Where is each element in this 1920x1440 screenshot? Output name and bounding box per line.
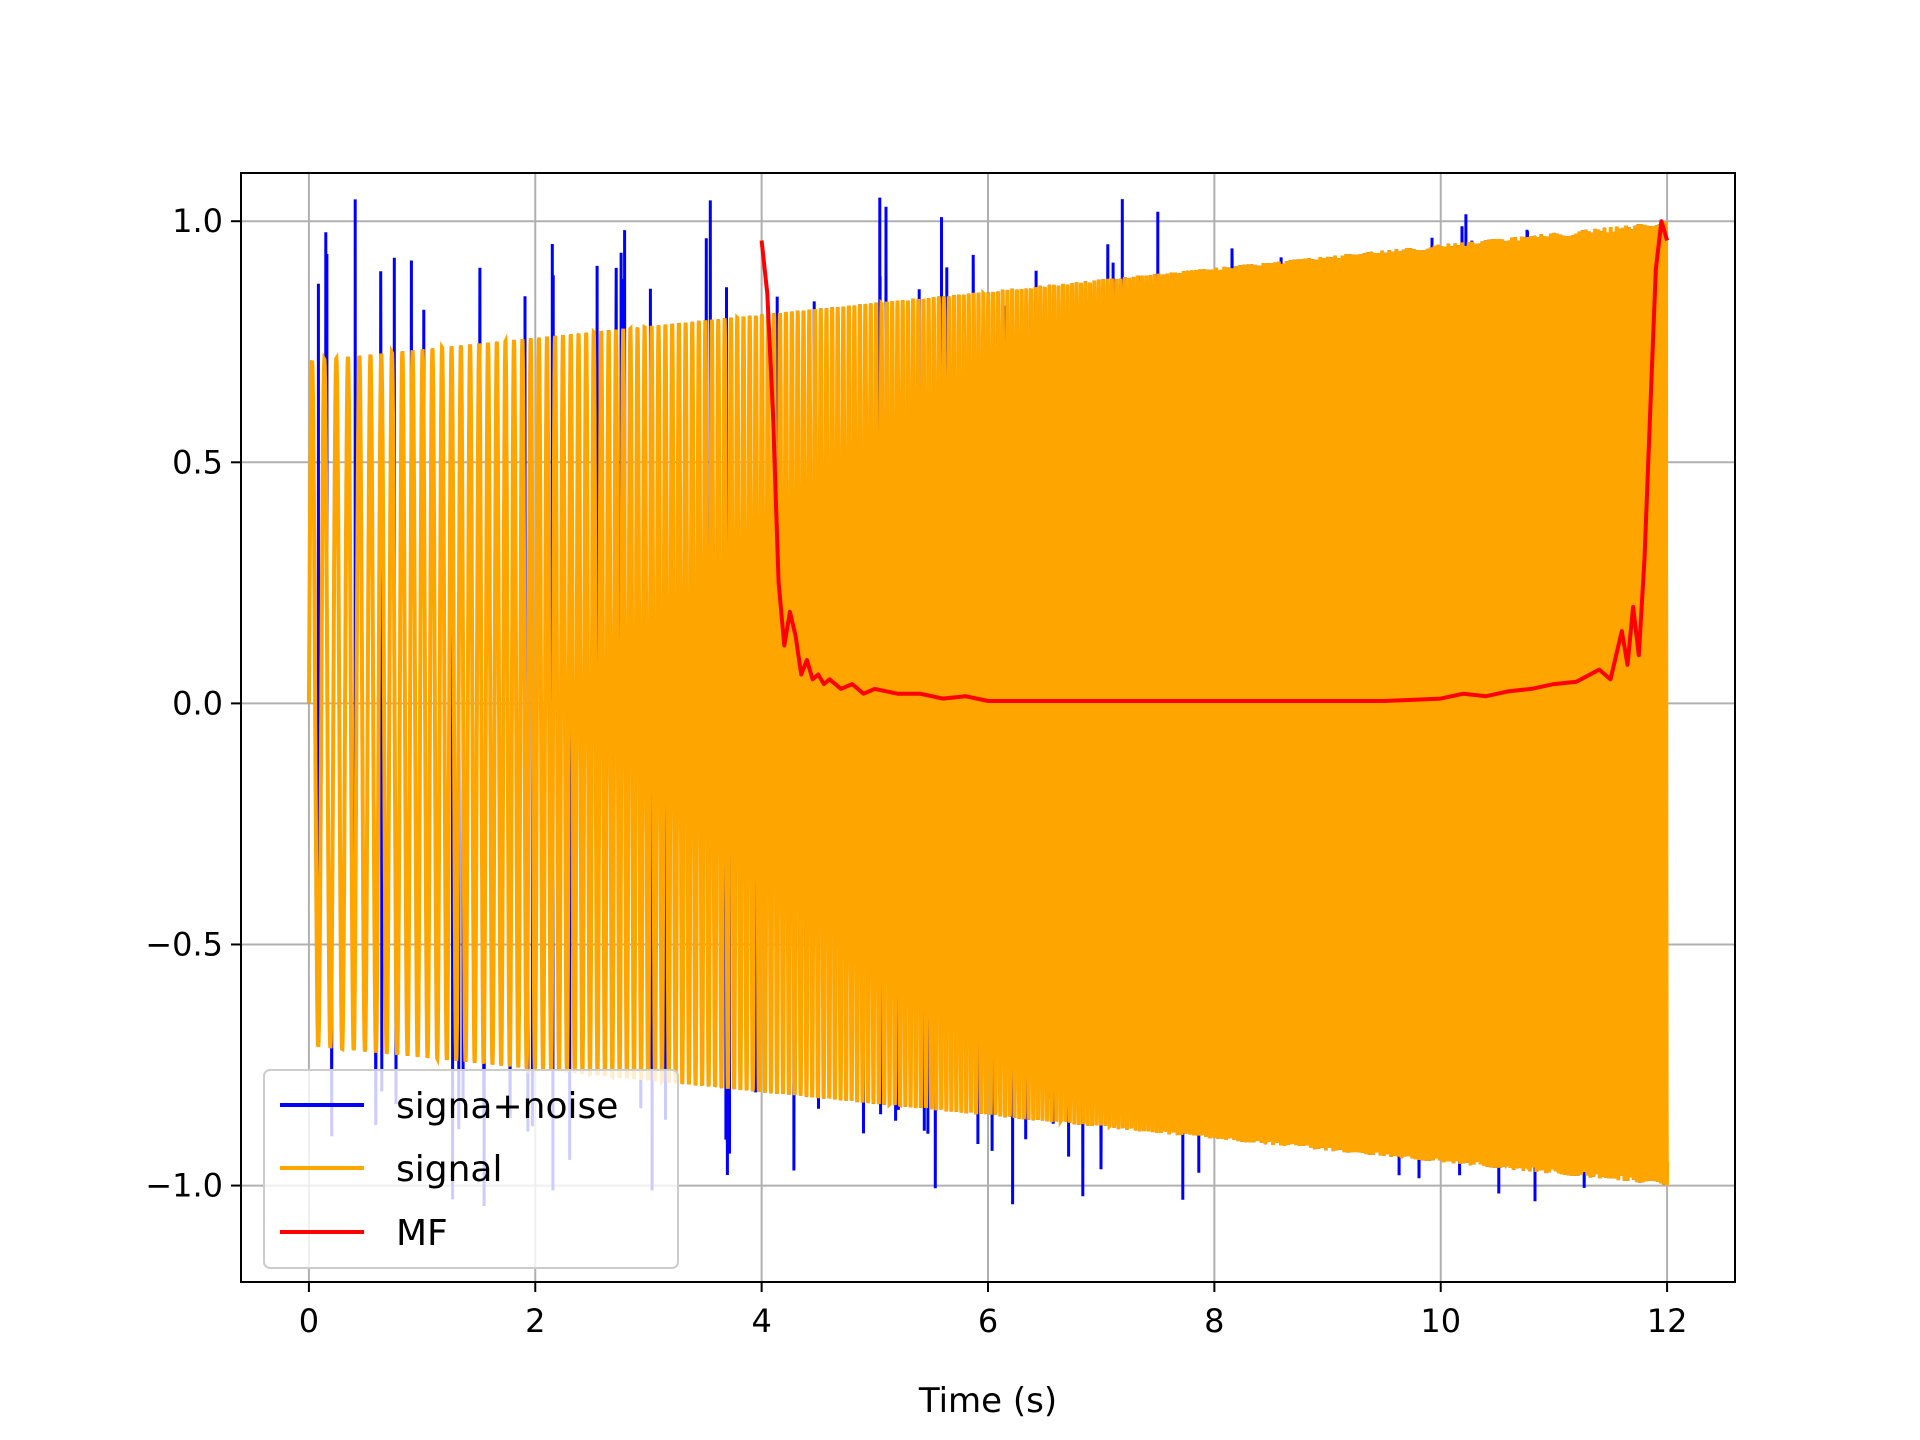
series-layer bbox=[306, 197, 1670, 1207]
legend: signa+noise signal MF bbox=[263, 1069, 679, 1269]
plot-area bbox=[306, 197, 1670, 1207]
legend-label-mf: MF bbox=[396, 1213, 448, 1254]
x-tick-label: 2 bbox=[525, 1302, 545, 1340]
legend-label-signal-noise: signa+noise bbox=[396, 1086, 618, 1127]
x-tick-label: 6 bbox=[978, 1302, 998, 1340]
x-tick-label: 0 bbox=[299, 1302, 319, 1340]
x-tick-label: 8 bbox=[1204, 1302, 1224, 1340]
x-tick-label: 12 bbox=[1647, 1302, 1688, 1340]
x-axis-title: Time (s) bbox=[918, 1381, 1057, 1421]
y-tick-label: 0.0 bbox=[172, 684, 223, 722]
ticks: 0 2 4 6 8 10 12 −1.0 −0.5 0.0 0.5 1.0 bbox=[145, 202, 1687, 1340]
y-tick-label: 1.0 bbox=[172, 202, 223, 240]
y-tick-label: 0.5 bbox=[172, 443, 223, 481]
series-line-signal bbox=[306, 221, 1670, 1186]
x-tick-label: 4 bbox=[751, 1302, 771, 1340]
y-tick-label: −0.5 bbox=[145, 925, 223, 963]
series-line-mf bbox=[759, 219, 1670, 703]
legend-label-signal: signal bbox=[396, 1149, 503, 1190]
y-tick-label: −1.0 bbox=[145, 1167, 223, 1205]
legend-box bbox=[263, 1069, 679, 1269]
x-tick-label: 10 bbox=[1420, 1302, 1461, 1340]
